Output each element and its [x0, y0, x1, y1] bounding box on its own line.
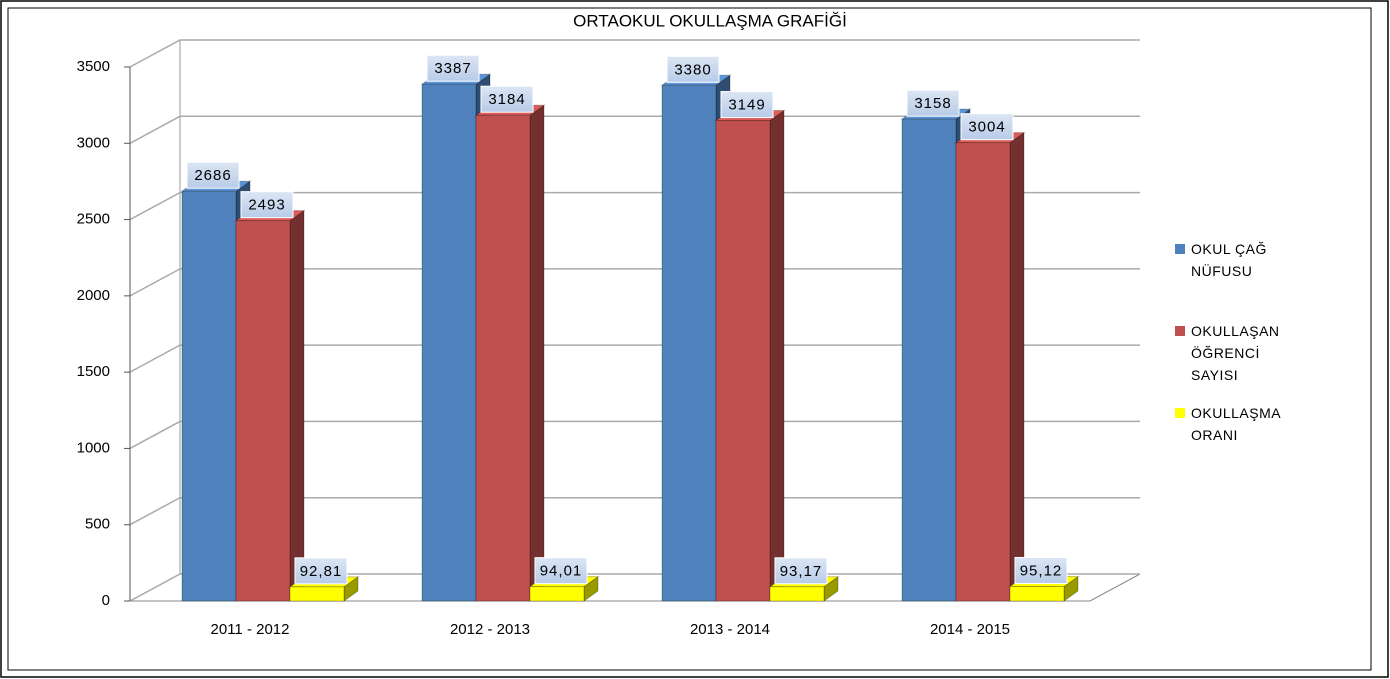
y-tick-label: 2000	[77, 287, 110, 304]
bar-face	[529, 104, 545, 602]
data-label: 2686	[194, 167, 231, 184]
grid-line	[129, 268, 1140, 297]
data-label-box	[960, 113, 1014, 141]
chart-title: ORTAOKUL OKULLAŞMA GRAFİĞİ	[573, 11, 847, 30]
bar-face	[475, 114, 531, 602]
data-label-box	[240, 191, 294, 219]
grid-line	[129, 496, 1140, 526]
data-label-box	[1014, 556, 1068, 584]
x-tick-label: 2014 - 2015	[930, 621, 1010, 638]
legend-item: OKULLAŞMA ORANI	[1175, 402, 1365, 446]
bar	[954, 131, 1026, 602]
data-label-box	[426, 54, 480, 82]
grid-line	[129, 344, 1140, 373]
data-label-box	[906, 89, 960, 117]
legend-swatch	[1175, 244, 1185, 254]
y-tick-label: 3500	[77, 58, 110, 75]
x-tick-label: 2013 - 2014	[690, 621, 770, 638]
bar-face	[181, 190, 237, 602]
bar-face	[715, 120, 771, 602]
y-tick-label: 500	[85, 516, 110, 533]
x-tick-label: 2012 - 2013	[450, 621, 530, 638]
legend-item: OKULLAŞAN ÖĞRENCİ SAYISI	[1175, 320, 1365, 386]
data-label: 2493	[248, 197, 285, 214]
data-label: 94,01	[540, 563, 583, 580]
data-label-box	[294, 557, 348, 585]
bar	[474, 104, 546, 602]
y-tick-label: 2500	[77, 211, 110, 228]
bar-face	[661, 84, 717, 602]
legend-label: OKULLAŞMA ORANI	[1191, 405, 1281, 443]
legend-swatch	[1175, 408, 1185, 418]
grid-line	[129, 191, 1140, 221]
legend-label: OKULLAŞAN ÖĞRENCİ SAYISI	[1191, 323, 1280, 383]
data-label-box	[534, 557, 588, 585]
data-label-box	[720, 91, 774, 119]
bar-face	[1009, 585, 1065, 602]
bar-face	[421, 83, 477, 602]
chart-border	[7, 7, 1372, 671]
legend-label: OKUL ÇAĞ NÜFUSU	[1191, 241, 1267, 279]
bar-face	[769, 109, 785, 602]
bar-face	[235, 220, 291, 602]
y-tick-label: 3000	[77, 134, 110, 151]
grid-line	[129, 420, 1140, 450]
data-label: 3149	[728, 97, 765, 114]
x-tick-label: 2011 - 2012	[211, 621, 290, 638]
bar-face	[529, 586, 585, 602]
data-label-box	[774, 557, 828, 585]
data-label-box	[186, 161, 240, 189]
y-tick-label: 1000	[77, 439, 110, 456]
data-label: 95,12	[1020, 562, 1063, 579]
data-label: 3004	[968, 119, 1005, 136]
y-tick-label: 1500	[77, 363, 110, 380]
data-label-box	[666, 55, 720, 83]
y-tick-label: 0	[102, 592, 110, 609]
data-label: 3380	[674, 61, 711, 78]
bar-face	[289, 209, 305, 602]
bar-face	[955, 142, 1011, 602]
bar-face	[901, 118, 957, 602]
grid-line	[129, 39, 1140, 68]
data-label: 92,81	[300, 563, 343, 580]
data-label-box	[480, 85, 534, 113]
grid-line	[129, 115, 1140, 144]
data-label: 3158	[914, 95, 951, 112]
bar	[714, 109, 786, 602]
data-label: 3184	[488, 91, 525, 108]
legend-item: OKUL ÇAĞ NÜFUSU	[1175, 238, 1365, 282]
legend-swatch	[1175, 326, 1185, 336]
bar-face	[769, 586, 825, 602]
bar	[234, 209, 306, 602]
bar-face	[289, 586, 345, 602]
bar-face	[1009, 131, 1025, 602]
data-label: 93,17	[780, 563, 823, 580]
data-label: 3387	[434, 60, 471, 77]
